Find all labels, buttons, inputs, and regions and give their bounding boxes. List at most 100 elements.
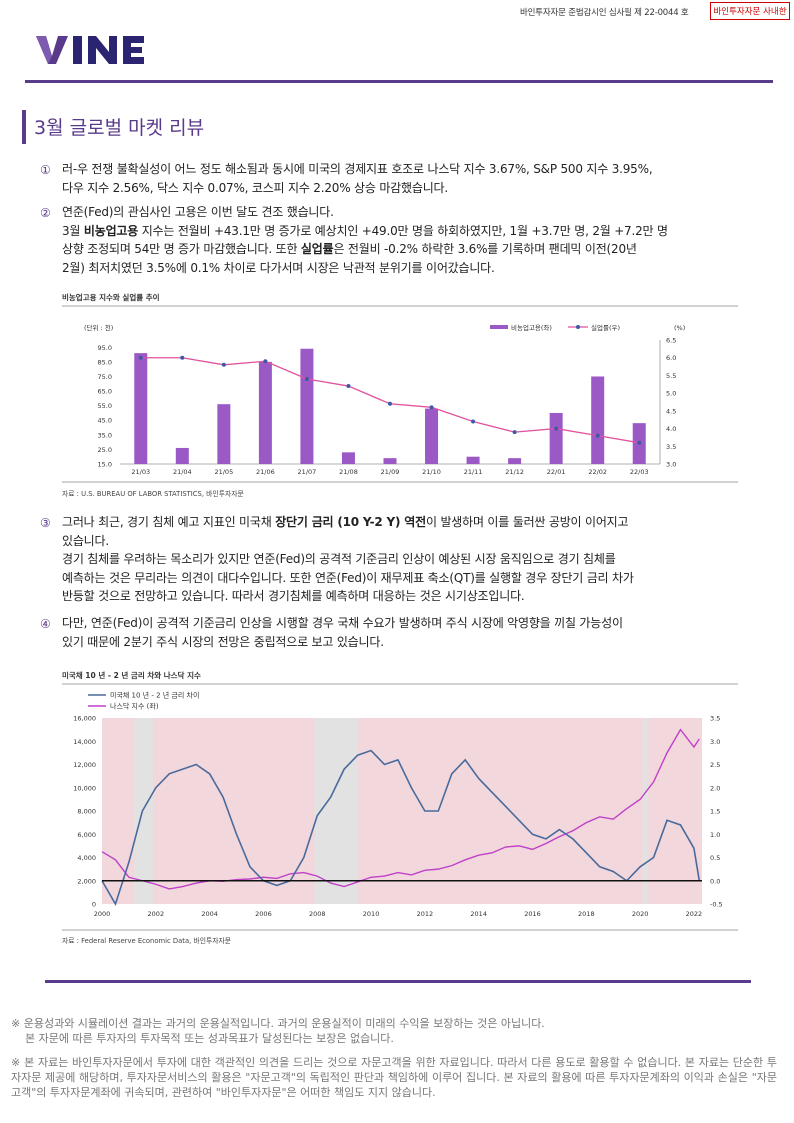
y-right-tick-label: 3.0 (710, 738, 720, 746)
legend-label-bar: 비농업고용(좌) (511, 323, 552, 332)
point-unemployment (637, 440, 642, 445)
legend-label-line: 실업률(우) (591, 323, 620, 332)
header-divider (25, 80, 773, 83)
vine-logo (36, 36, 144, 64)
bar-employment (341, 452, 355, 464)
y-right-tick-label: 6.5 (666, 337, 676, 345)
paragraph-4: 다만, 연준(Fed)이 공격적 기준금리 인상을 시행할 경우 국채 수요가 … (62, 616, 623, 649)
paragraph-2: 연준(Fed)의 관심사인 고용은 이번 달도 견조 했습니다. 3월 비농업고… (62, 205, 668, 275)
y-left-tick-label: 12,000 (73, 761, 96, 769)
y-left-tick-label: 10,000 (73, 784, 96, 792)
bar-employment (549, 412, 563, 464)
y-left-tick-label: 45.0 (98, 417, 112, 425)
y-right-tick-label: 3.5 (666, 443, 676, 451)
point-unemployment (388, 401, 392, 406)
point-unemployment (554, 426, 559, 431)
x-tick-label: 21/03 (131, 468, 150, 476)
y-left-tick-label: 75.0 (98, 373, 112, 381)
x-tick-label: 2010 (363, 910, 380, 918)
recession-shade (134, 718, 154, 904)
bar-employment (175, 447, 189, 464)
x-tick-label: 2020 (632, 910, 649, 918)
page-title: 3월 글로벌 마켓 리뷰 (34, 117, 205, 139)
x-tick-label: 21/04 (173, 468, 192, 476)
bar-employment (466, 456, 480, 464)
y-left-tick-label: 25.0 (98, 446, 112, 454)
x-tick-label: 2006 (255, 910, 272, 918)
bar-employment (508, 458, 522, 464)
x-tick-label: 21/11 (464, 468, 483, 476)
item-number: ① (40, 163, 51, 177)
x-tick-label: 2008 (309, 910, 326, 918)
item-number: ④ (40, 617, 51, 631)
y-right-tick-label: 1.0 (710, 831, 720, 839)
x-tick-label: 2004 (201, 910, 218, 918)
legend-swatch-bar (490, 325, 508, 329)
line-nasdaq (101, 728, 700, 890)
y-left-tick-label: 14,000 (73, 738, 96, 746)
bar-employment (300, 348, 314, 464)
y-left-tick-label: 0 (92, 901, 96, 909)
y-left-tick-label: 55.0 (98, 402, 112, 410)
disclaimer-2: ※ 본 자료는 바인투자자문에서 투자에 대한 객관적인 의견을 드리는 것으로… (11, 1056, 777, 1099)
y-left-tick-label: 95.0 (98, 344, 112, 352)
point-unemployment (180, 355, 185, 360)
item-number: ③ (40, 516, 51, 530)
point-unemployment (512, 430, 517, 435)
y-left-tick-label: 8,000 (77, 808, 96, 816)
x-tick-label: 21/07 (298, 468, 317, 476)
point-unemployment (429, 405, 434, 410)
bar-employment (591, 376, 605, 464)
point-unemployment (138, 355, 143, 360)
y-right-tick-label: 5.0 (666, 390, 676, 398)
y-right-tick-label: 0.5 (710, 854, 720, 862)
compliance-note: 바인투자자문 준법감시인 심사필 제 22-0044 호 (520, 8, 689, 18)
y-right-tick-label: 5.5 (666, 372, 676, 380)
y-left-tick-label: 15.0 (98, 461, 112, 469)
y-right-tick-label: 2.5 (710, 761, 720, 769)
y-right-tick-label: 1.5 (710, 808, 720, 816)
item-number: ② (40, 206, 51, 220)
x-tick-label: 2014 (470, 910, 487, 918)
paragraph-3: 그러나 최근, 경기 침체 예고 지표인 미국채 장단기 금리 (10 Y-2 … (62, 515, 634, 603)
x-tick-label: 2022 (686, 910, 703, 918)
recession-shade (314, 718, 358, 904)
point-unemployment (304, 376, 309, 381)
recession-shade (642, 718, 649, 904)
y-left-tick-label: 4,000 (77, 854, 96, 862)
line-unemployment (140, 357, 640, 444)
y-left-tick-label: 2,000 (77, 877, 96, 885)
employment-chart: (단위 : 천) (%) 15.0 25.0 35.0 45.0 55.0 65.0 75.0 8… (62, 305, 738, 483)
point-unemployment (346, 384, 351, 389)
bar-employment (134, 353, 148, 464)
point-unemployment (263, 359, 268, 364)
y-right-tick-label: 4.5 (666, 407, 676, 415)
bar-employment (383, 458, 397, 464)
bar-employment (258, 361, 272, 464)
x-tick-label: 2018 (578, 910, 595, 918)
y-left-tick-label: 85.0 (98, 358, 112, 366)
y-left-tick-label: 35.0 (98, 431, 112, 439)
y-left-unit: (단위 : 천) (84, 323, 113, 332)
point-unemployment (471, 419, 476, 424)
y-right-tick-label: 2.0 (710, 784, 720, 792)
legend-marker-line (576, 325, 580, 329)
x-tick-label: 2016 (524, 910, 541, 918)
x-tick-label: 2012 (417, 910, 434, 918)
chart2-title: 미국채 10 년 - 2 년 금리 차와 나스닥 지수 (62, 671, 201, 680)
y-right-unit: (%) (674, 324, 685, 332)
footer-divider (45, 980, 751, 983)
bar-employment (425, 408, 439, 464)
y-left-tick-label: 16,000 (73, 715, 96, 723)
bar-employment (217, 404, 231, 464)
paragraph-1: 러-우 전쟁 불확실성이 어느 정도 해소됨과 동시에 미국의 경제지표 호조로… (62, 162, 653, 195)
plot-background (102, 718, 702, 904)
line-spread (101, 749, 701, 906)
point-unemployment (595, 433, 600, 438)
x-tick-label: 21/09 (381, 468, 400, 476)
legend-label-spread: 미국채 10 년 - 2 년 금리 차이 (110, 691, 199, 700)
y-right-tick-label: 3.0 (666, 461, 676, 469)
internal-badge: 바인투자자문 사내한 (710, 2, 790, 20)
x-tick-label: 21/08 (339, 468, 358, 476)
point-unemployment (221, 362, 226, 367)
